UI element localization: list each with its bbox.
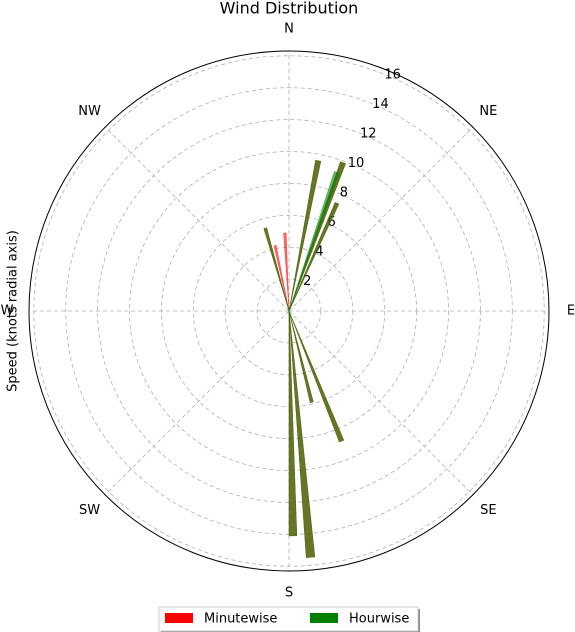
y-tick-label: 6 bbox=[327, 215, 335, 230]
legend-swatch bbox=[165, 613, 193, 623]
x-tick-label: NE bbox=[479, 104, 497, 119]
plot-frame bbox=[28, 50, 550, 572]
legend-swatch bbox=[310, 613, 338, 623]
grid-line bbox=[104, 126, 290, 312]
bar bbox=[288, 310, 345, 443]
y-tick-label: 16 bbox=[384, 68, 401, 83]
bar bbox=[288, 161, 346, 312]
grid-line bbox=[288, 310, 474, 496]
y-tick-label: 14 bbox=[372, 97, 389, 112]
y-tick-label: 2 bbox=[303, 274, 311, 289]
bar bbox=[288, 310, 316, 558]
legend-label: Minutewise bbox=[204, 612, 277, 627]
y-tick-label: 12 bbox=[360, 127, 377, 142]
grid-line bbox=[288, 126, 474, 312]
grid-circle bbox=[33, 55, 545, 567]
bar bbox=[263, 227, 290, 312]
x-tick-label: E bbox=[567, 304, 575, 319]
y-tick-label: 8 bbox=[340, 186, 348, 201]
legend-box bbox=[158, 606, 419, 632]
bar bbox=[283, 232, 290, 312]
x-tick-label: SE bbox=[480, 503, 496, 518]
bar bbox=[273, 244, 290, 312]
x-tick-label: SW bbox=[79, 503, 100, 518]
grid-circle bbox=[97, 119, 481, 503]
x-tick-label: W bbox=[1, 304, 14, 319]
bar bbox=[288, 202, 340, 312]
legend-label: Hourwise bbox=[349, 612, 409, 627]
y-axis-label: Speed (knots radial axis) bbox=[6, 230, 21, 392]
bar bbox=[288, 310, 298, 537]
chart-title: Wind Distribution bbox=[220, 0, 359, 18]
x-tick-label: NW bbox=[78, 104, 101, 119]
grid-line bbox=[104, 310, 290, 496]
legend: Minutewise Hourwise bbox=[158, 606, 420, 632]
y-tick-label: 4 bbox=[315, 245, 323, 260]
bar bbox=[288, 159, 322, 312]
y-tick-label: 10 bbox=[348, 156, 365, 171]
x-tick-label: S bbox=[285, 586, 293, 601]
grid-circle bbox=[129, 151, 449, 471]
bar bbox=[288, 310, 314, 404]
grid-circle bbox=[160, 182, 418, 440]
x-tick-label: N bbox=[284, 22, 294, 37]
